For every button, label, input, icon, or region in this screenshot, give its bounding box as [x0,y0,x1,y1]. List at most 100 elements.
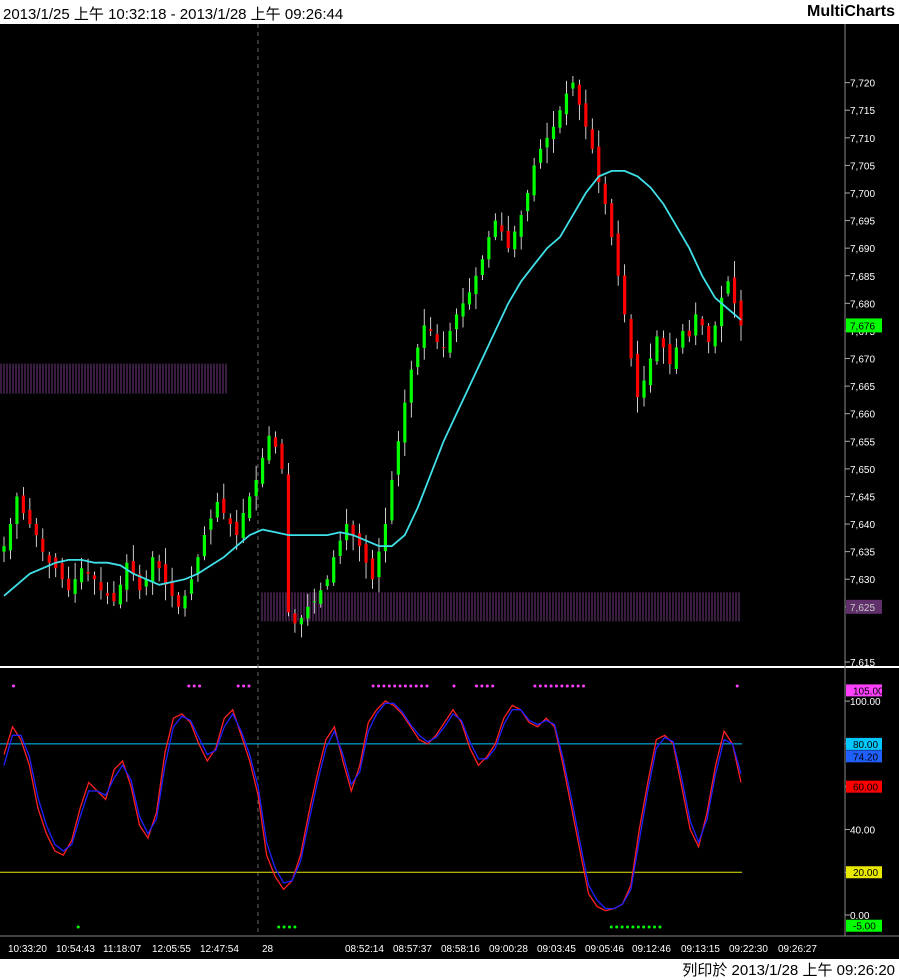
signal-dot-top [544,684,548,688]
time-tick-label: 10:33:20 [8,944,47,955]
candle-body [21,495,25,514]
date-range-label: 2013/1/25 上午 10:32:18 - 2013/1/28 上午 09:… [3,6,344,23]
price-tick-label: 7,630 [850,575,875,586]
signal-dot-top [425,684,429,688]
candle-body [8,524,13,551]
signal-dot-top-group [12,684,739,688]
candle-body [248,496,252,519]
signal-dot-bottom [609,925,613,929]
candle-body [648,358,653,386]
volume-band-group [0,363,740,622]
candle-body [661,338,666,348]
time-tick-label: 11:18:07 [103,944,142,955]
signal-dot-bottom [658,925,662,929]
signal-dot-top [533,684,537,688]
signal-dot-bottom [282,925,286,929]
price-tick-label: 7,640 [850,520,875,531]
candle-body [125,562,129,590]
signal-dot-top [538,684,542,688]
candle-body [409,369,413,403]
candle-body [273,437,278,447]
candle-body [694,314,698,336]
price-tick-label: 7,695 [850,217,875,228]
candle-body [493,220,497,238]
candle-body [377,551,381,577]
signal-dot-bottom [631,925,635,929]
price-tick-label: 7,700 [850,189,875,200]
candle-body [603,183,607,205]
candle-body [260,457,265,484]
candle-body [629,318,633,359]
price-tick-label: 7,710 [850,134,875,145]
candle-body [687,330,691,337]
candle-body [345,524,349,541]
candle-body [370,558,375,580]
candle-body [429,329,433,331]
candle-body [293,613,297,624]
signal-dot-top [398,684,402,688]
osc-level-tag [846,737,882,750]
candle-body [448,330,452,353]
signal-dot-bottom [76,925,80,929]
candle-body [306,606,310,619]
osc-level-label: 80.00 [853,740,878,751]
candle-body [286,474,291,613]
signal-dot-top [571,684,575,688]
price-tick-label: 7,715 [850,106,875,117]
time-tick-label: 28 [262,944,274,955]
signal-dot-top [403,684,407,688]
last-price-label: 7,676 [850,321,875,332]
signal-dot-bottom [615,925,619,929]
chart-canvas[interactable]: 7,720 7,715 7,710 7,705 7,700 7,695 7,690 7,685… [0,24,899,959]
osc-level-label: 105.00 [853,686,884,697]
candle-body [112,592,116,602]
price-tick-label: 7,680 [850,299,875,310]
candle-body [364,544,368,563]
time-tick-label: 08:52:14 [345,944,384,955]
signal-dot-bottom [636,925,640,929]
candle-body [681,330,685,348]
candle-body [642,380,646,398]
moving-average-line [3,170,742,597]
signal-dot-bottom [653,925,656,929]
signal-dot-bottom [288,925,291,929]
candle-body [138,574,142,591]
signal-dot-top [452,684,456,688]
candle-body [532,165,536,196]
candle-body [157,561,161,569]
price-tick-label: 7,690 [850,244,875,255]
candle-body [726,281,730,294]
chart-header: 2013/1/25 上午 10:32:18 - 2013/1/28 上午 09:… [0,0,899,24]
osc-level-tag [846,866,882,879]
candle-body [183,595,187,609]
time-tick-label: 09:05:46 [585,944,624,955]
candle-body [176,595,181,607]
signal-dot-bottom [626,925,629,929]
candle-body [442,347,446,349]
candle-body [635,353,640,398]
candle-body [487,237,491,260]
signal-dot-top [393,684,397,688]
price-tick-label: 7,660 [850,410,875,421]
candle-body [2,546,6,552]
candle-body [584,103,588,127]
candle-body [390,479,394,521]
signal-dot-bottom [620,925,624,929]
candle-body [28,509,32,525]
osc-tick-label: 40.00 [850,825,875,836]
signal-dot-top [576,684,580,688]
candle-body [610,203,614,238]
d-line [3,702,742,910]
price-tick-label: 7,705 [850,161,875,172]
signal-dot-top [485,684,489,688]
candle-body [99,582,103,591]
candle-body [338,540,342,557]
osc-tick-label: 100.00 [850,697,881,708]
candle-body [228,518,232,525]
signal-dot-top [12,684,15,688]
osc-level-tag [846,750,882,763]
candle-body [454,314,459,330]
time-tick-label: 09:22:30 [729,944,768,955]
time-tick-label: 12:05:55 [152,944,191,955]
price-tick-label: 7,670 [850,355,875,366]
